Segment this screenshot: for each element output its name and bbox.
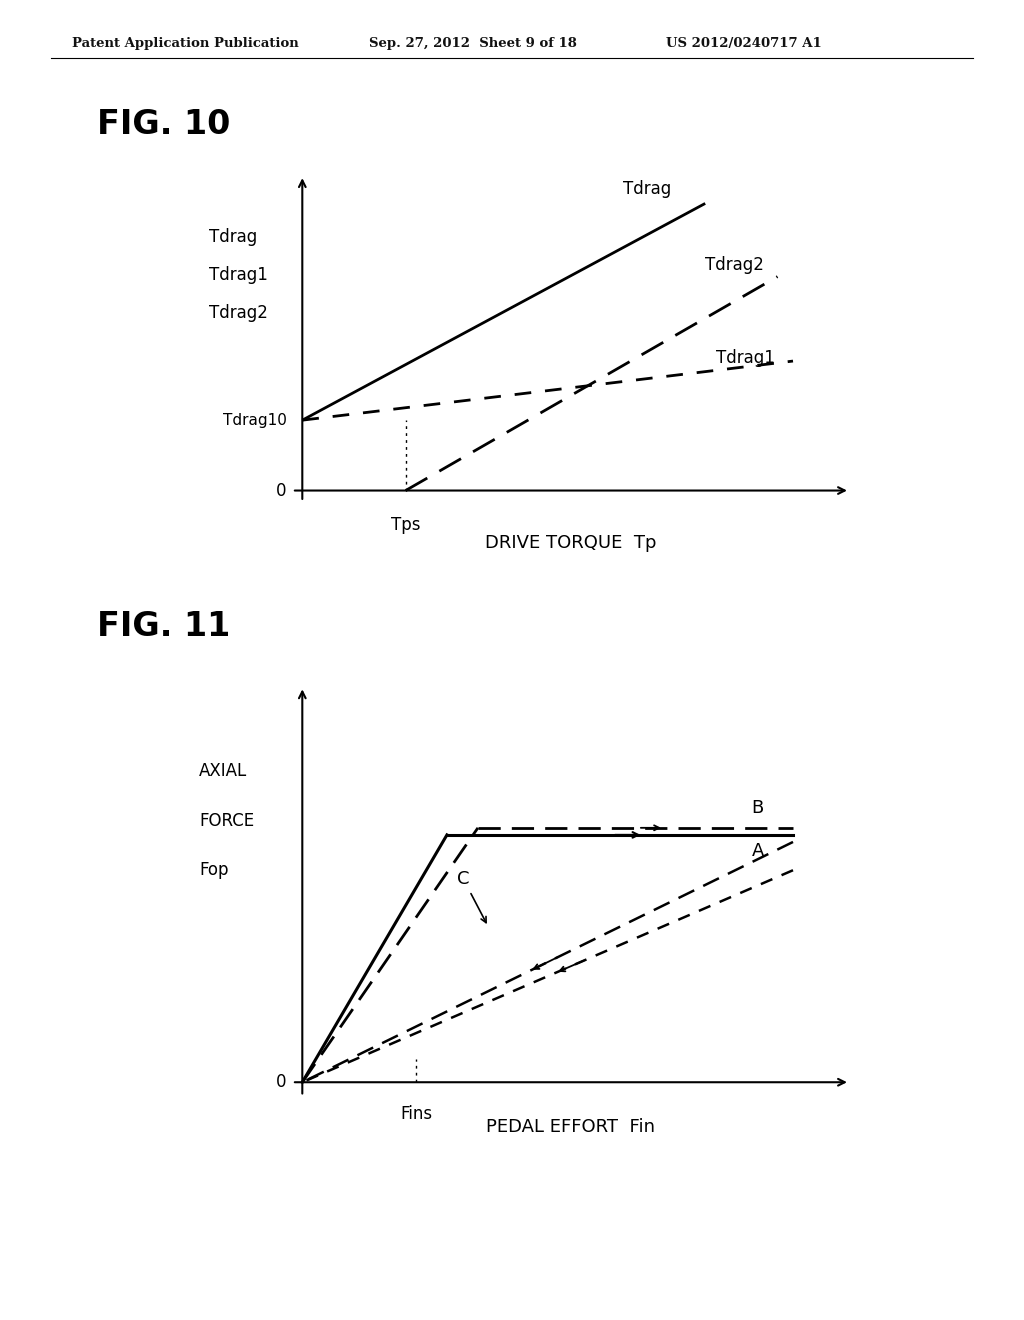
Text: B: B <box>752 799 764 817</box>
Text: Tdrag: Tdrag <box>209 228 258 247</box>
Text: Tdrag1: Tdrag1 <box>716 348 774 367</box>
Text: Patent Application Publication: Patent Application Publication <box>72 37 298 50</box>
Text: Tdrag1: Tdrag1 <box>209 267 268 284</box>
Text: Tps: Tps <box>391 516 421 533</box>
Text: FIG. 10: FIG. 10 <box>97 108 230 141</box>
Text: FORCE: FORCE <box>199 812 254 830</box>
Text: FIG. 11: FIG. 11 <box>97 610 230 643</box>
Text: Tdrag2: Tdrag2 <box>706 256 764 273</box>
Text: US 2012/0240717 A1: US 2012/0240717 A1 <box>666 37 821 50</box>
Text: PEDAL EFFORT  Fin: PEDAL EFFORT Fin <box>486 1118 655 1135</box>
Text: Sep. 27, 2012  Sheet 9 of 18: Sep. 27, 2012 Sheet 9 of 18 <box>369 37 577 50</box>
Text: DRIVE TORQUE  Tp: DRIVE TORQUE Tp <box>485 535 656 552</box>
Text: C: C <box>458 870 486 923</box>
Text: A: A <box>752 842 764 859</box>
Text: Fins: Fins <box>400 1105 432 1123</box>
Text: Tdrag2: Tdrag2 <box>209 304 268 322</box>
Text: 0: 0 <box>276 482 287 499</box>
Text: AXIAL: AXIAL <box>199 762 247 780</box>
Text: Fop: Fop <box>199 861 228 879</box>
Text: 0: 0 <box>276 1073 287 1092</box>
Text: Tdrag: Tdrag <box>623 180 671 198</box>
Text: Tdrag10: Tdrag10 <box>223 413 287 428</box>
